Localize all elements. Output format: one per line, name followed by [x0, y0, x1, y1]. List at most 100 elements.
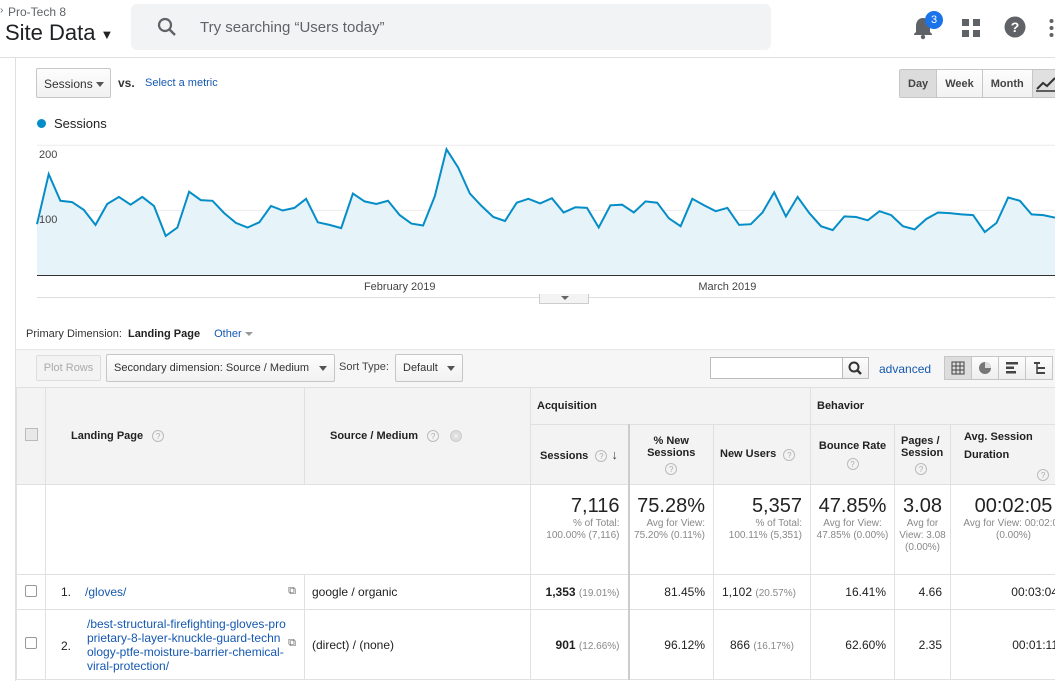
help-icon[interactable]: ?: [1037, 469, 1050, 481]
bounce-rate-header[interactable]: Bounce Rate?: [810, 424, 895, 485]
search-icon: [848, 361, 862, 375]
sessions-cell: 901 (12.66%): [530, 609, 630, 680]
dropdown-caret-icon: [319, 366, 327, 371]
row-checkbox[interactable]: [25, 637, 37, 649]
line-chart-type-button[interactable]: [1032, 69, 1055, 98]
totals-row: 7,116% of Total: 100.00% (7,116) 75.28% A…: [16, 484, 1055, 575]
remove-dimension-icon[interactable]: ×: [450, 430, 463, 443]
total-avg-duration-note: Avg for View: 00:02:05 (0.00%): [963, 518, 1055, 541]
total-new-users: 5,357% of Total: 100.11% (5,351): [713, 484, 811, 575]
pages-session-header-label: Pages / Session: [901, 434, 944, 459]
help-icon[interactable]: ?: [427, 430, 440, 443]
table-filter-input[interactable]: [710, 357, 843, 379]
bounce-rate-cell: 16.41%: [810, 574, 895, 610]
total-bounce-rate: 47.85% Avg for View: 47.85% (0.00%): [810, 484, 895, 575]
row-index: 2.: [61, 639, 72, 653]
avg-duration-header-label: Avg. Session Duration: [964, 431, 1033, 461]
source-medium-cell: google / organic: [304, 574, 531, 610]
help-icon[interactable]: ?: [595, 450, 608, 463]
sessions-pct: (12.66%): [578, 640, 620, 652]
table-row[interactable]: 2. /best-structural-firefighting-gloves-p…: [16, 609, 1055, 680]
help-icon[interactable]: ?: [783, 448, 796, 461]
avg-duration-cell: 00:03:04: [949, 574, 1055, 610]
avg-duration-header[interactable]: Avg. Session Duration ?: [949, 424, 1055, 485]
dropdown-caret-icon: [244, 332, 253, 337]
apps-grid-icon[interactable]: [961, 18, 981, 38]
dropdown-caret-icon: [96, 82, 104, 87]
open-external-icon[interactable]: ⧉: [288, 585, 296, 597]
metric-selector[interactable]: Sessions: [36, 68, 111, 98]
new-users-value: 866: [730, 637, 751, 652]
top-bar: › Pro-Tech 8 Site Data ▼ Try searching “Us…: [0, 0, 1055, 58]
sessions-value: 901: [555, 637, 576, 652]
help-icon[interactable]: ?: [846, 457, 859, 470]
chart-collapse-handle[interactable]: [539, 294, 589, 304]
select-metric-link[interactable]: Select a metric: [145, 77, 218, 89]
line-chart-icon: [1036, 77, 1055, 92]
percentage-view-button[interactable]: [971, 356, 999, 380]
secondary-dimension-select[interactable]: Secondary dimension: Source / Medium: [106, 354, 335, 382]
landing-page-link[interactable]: /gloves/: [85, 585, 127, 599]
legend-marker: [37, 119, 46, 128]
total-new-users-value: 5,357: [751, 495, 802, 517]
performance-view-button[interactable]: [998, 356, 1026, 380]
total-avg-duration: 00:02:05 Avg for View: 00:02:05 (0.00%): [949, 484, 1055, 575]
table-filter-search-button[interactable]: [842, 357, 869, 379]
help-icon[interactable]: ?: [665, 462, 678, 475]
help-icon[interactable]: ?: [1004, 16, 1026, 38]
sort-type-label: Sort Type:: [339, 361, 389, 373]
more-menu-icon[interactable]: [1048, 18, 1055, 38]
dropdown-caret-icon: ▼: [100, 26, 114, 42]
row-checkbox[interactable]: [25, 584, 37, 597]
new-sessions-header[interactable]: % New Sessions?: [628, 424, 714, 485]
period-week-button[interactable]: Week: [936, 70, 982, 97]
pivot-view-button[interactable]: [1025, 356, 1053, 380]
open-external-icon[interactable]: ⧉: [288, 637, 296, 649]
landing-page-header[interactable]: Landing Page ?: [45, 387, 305, 485]
select-all-checkbox[interactable]: [24, 428, 38, 441]
sort-type-select[interactable]: Default: [395, 354, 463, 382]
primary-dimension-landing-page[interactable]: Landing Page: [127, 328, 201, 340]
advanced-filter-link[interactable]: advanced: [879, 362, 932, 376]
landing-page-link[interactable]: /best-structural-firefighting-gloves-pro…: [87, 616, 286, 673]
pivot-icon: [1034, 362, 1045, 374]
plot-rows-button[interactable]: Plot Rows: [36, 355, 101, 381]
data-view-button[interactable]: [944, 356, 972, 380]
acquisition-group-header: Acquisition: [530, 387, 811, 425]
source-medium-header[interactable]: Source / Medium ? ×: [304, 387, 531, 485]
metric-label: Sessions: [44, 77, 93, 91]
period-day-button[interactable]: Day: [900, 70, 937, 97]
pages-session-header[interactable]: Pages / Session?: [894, 424, 951, 485]
row-select: [16, 609, 46, 680]
sessions-line-chart[interactable]: 200 100 February 2019 March 2019: [0, 135, 1055, 305]
totals-blank: [45, 484, 531, 575]
table-row[interactable]: 1. /gloves/ ⧉ google / organic 1,353 (19.0…: [16, 574, 1055, 610]
new-users-pct: (16.17%): [753, 640, 794, 652]
period-month-button[interactable]: Month: [981, 70, 1032, 97]
sessions-header[interactable]: Sessions ? ↓: [530, 424, 630, 485]
new-sessions-cell: 81.45%: [628, 574, 714, 610]
table-grid-icon: [951, 361, 965, 375]
pages-session-cell: 4.66: [894, 574, 951, 610]
search-icon: [157, 17, 176, 36]
primary-dimension-other[interactable]: Other: [214, 328, 242, 340]
primary-dimension-bar: Primary Dimension: Landing Page Other: [26, 328, 253, 340]
select-all-header: [16, 387, 46, 485]
help-icon[interactable]: ?: [152, 430, 165, 443]
new-users-cell: 866 (16.17%): [713, 609, 811, 680]
pie-chart-icon: [979, 362, 991, 374]
total-pages-session-note: Avg for View: 3.08 (0.00%): [899, 518, 946, 553]
table-view-buttons: [944, 356, 1053, 380]
primary-dimension-label: Primary Dimension:: [26, 328, 122, 340]
new-users-header-label: New Users: [720, 448, 777, 461]
property-selector[interactable]: Site Data ▼: [5, 20, 113, 46]
help-icon[interactable]: ?: [915, 462, 927, 475]
total-new-sessions-value: 75.28%: [637, 495, 705, 517]
new-users-cell: 1,102 (20.57%): [713, 574, 811, 610]
behavior-group-header: Behavior: [809, 387, 1055, 425]
account-name[interactable]: › Pro-Tech 8: [0, 5, 66, 19]
search-box[interactable]: Try searching “Users today”: [131, 4, 771, 50]
new-users-header[interactable]: New Users ?: [713, 424, 811, 485]
avg-duration-cell: 00:01:11: [949, 609, 1055, 680]
dropdown-caret-icon: [447, 366, 455, 371]
